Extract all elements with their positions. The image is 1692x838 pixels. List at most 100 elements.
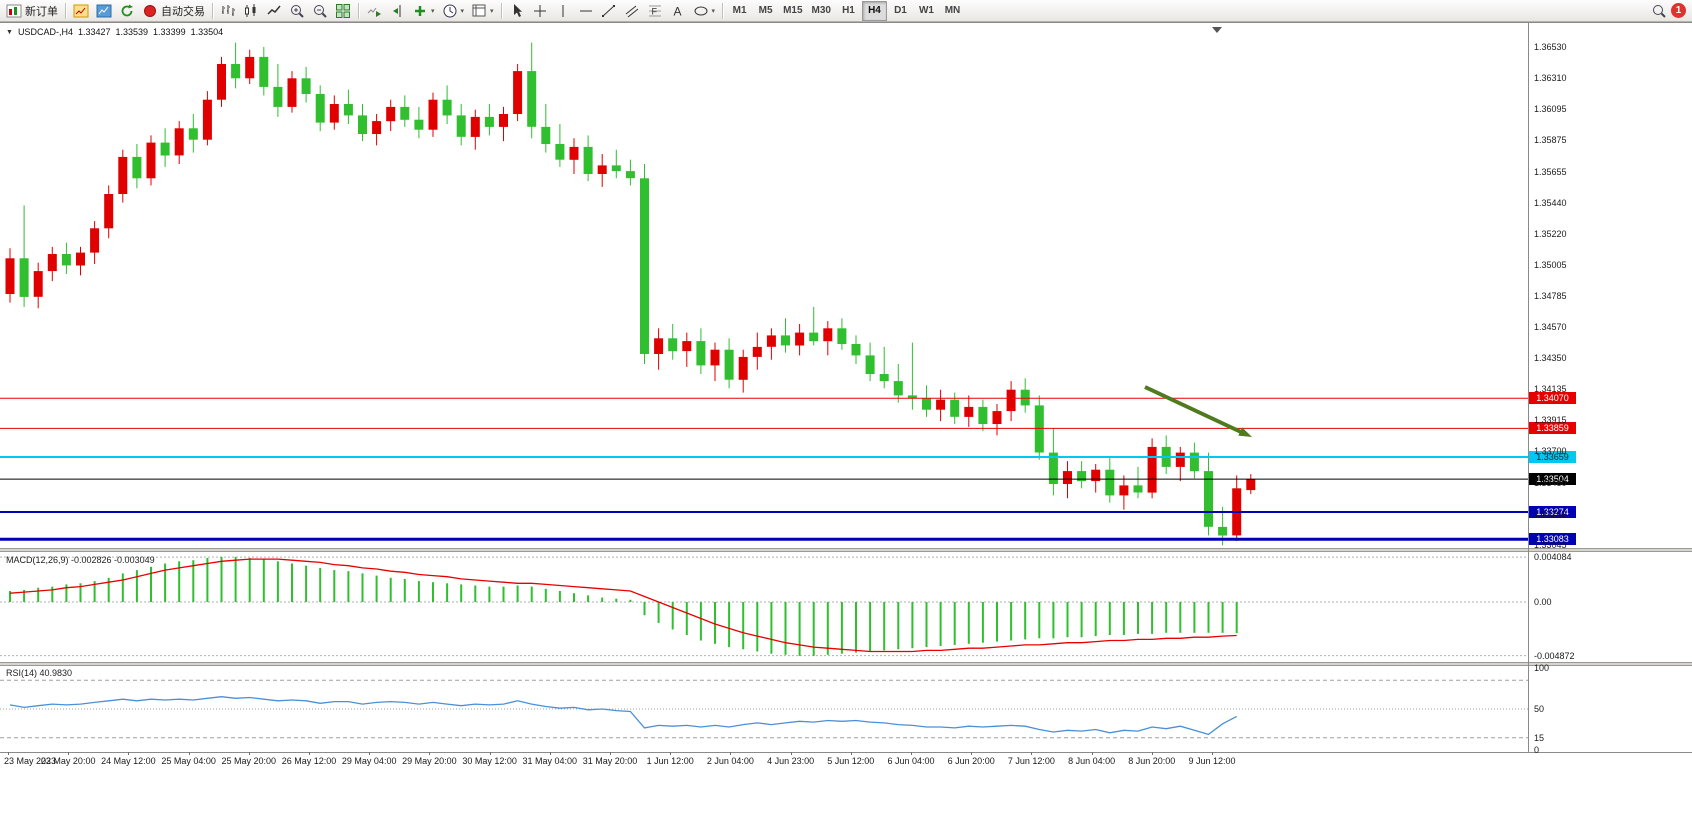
macd-signal-line bbox=[9, 558, 1237, 653]
crosshair-button[interactable] bbox=[529, 1, 551, 21]
candlestick-button[interactable] bbox=[240, 1, 262, 21]
high-value: 1.33539 bbox=[115, 27, 149, 37]
candle-bullish bbox=[1246, 479, 1256, 491]
profiles-icon bbox=[96, 4, 112, 17]
text-button[interactable]: A bbox=[667, 1, 689, 21]
candle-bullish bbox=[202, 99, 212, 140]
candle-bullish bbox=[499, 114, 508, 127]
fibonacci-button[interactable]: F bbox=[644, 1, 666, 21]
candle-bearish bbox=[132, 156, 142, 179]
candle-bearish bbox=[1048, 452, 1058, 484]
toolbar-separator bbox=[722, 2, 724, 19]
refresh-button[interactable] bbox=[116, 1, 138, 21]
search-button[interactable] bbox=[1648, 1, 1670, 21]
toolbar-separator bbox=[358, 2, 359, 19]
timeframe-d1[interactable]: D1 bbox=[888, 1, 913, 21]
candle-bearish bbox=[160, 142, 170, 156]
candle-bearish bbox=[865, 355, 875, 374]
autotrading-button[interactable]: 自动交易 bbox=[139, 1, 208, 21]
auto-scroll-button[interactable] bbox=[363, 1, 385, 21]
shapes-button[interactable]: ▾ bbox=[690, 1, 719, 21]
vertical-line-icon bbox=[562, 4, 564, 17]
timeframe-m15[interactable]: M15 bbox=[779, 1, 806, 21]
panel-separator[interactable] bbox=[0, 548, 1692, 552]
zoom-in-button[interactable] bbox=[286, 1, 308, 21]
collapse-triangle-icon[interactable]: ▼ bbox=[6, 28, 13, 36]
line-chart-button[interactable] bbox=[263, 1, 285, 21]
candle-bullish bbox=[992, 411, 1002, 424]
vertical-line-button[interactable] bbox=[552, 1, 574, 21]
candle-bullish bbox=[90, 228, 100, 253]
templates-button[interactable]: ▾ bbox=[468, 1, 497, 21]
toolbar-separator bbox=[212, 2, 213, 19]
crosshair-icon bbox=[533, 4, 546, 17]
candle-bullish bbox=[470, 116, 480, 137]
timeframe-m5[interactable]: M5 bbox=[753, 1, 778, 21]
bar-chart-button[interactable] bbox=[217, 1, 239, 21]
template-icon bbox=[472, 4, 486, 16]
trendline-icon bbox=[601, 4, 615, 17]
candle-bullish bbox=[1063, 471, 1072, 484]
timeframe-m1[interactable]: M1 bbox=[727, 1, 752, 21]
candle-bearish bbox=[893, 381, 903, 396]
horizontal-line-button[interactable] bbox=[575, 1, 597, 21]
chart-shift-marker[interactable] bbox=[1212, 27, 1222, 33]
toolbar-separator bbox=[65, 2, 66, 19]
timeframe-mn[interactable]: MN bbox=[940, 1, 965, 21]
trend-arrow[interactable] bbox=[1144, 385, 1242, 434]
candle-bearish bbox=[61, 254, 71, 266]
candle-bearish bbox=[484, 116, 494, 127]
tile-windows-button[interactable] bbox=[332, 1, 354, 21]
symbol-period-label: USDCAD-,H4 bbox=[17, 27, 73, 37]
new-order-button[interactable]: 新订单 bbox=[3, 1, 61, 21]
rsi-header: RSI(14) 40.9830 bbox=[6, 668, 73, 678]
fibonacci-icon: F bbox=[648, 5, 661, 16]
candle-bullish bbox=[329, 104, 339, 123]
chart-shift-button[interactable] bbox=[386, 1, 408, 21]
channel-button[interactable] bbox=[621, 1, 643, 21]
candle-bullish bbox=[372, 121, 382, 134]
candle-bearish bbox=[851, 344, 861, 356]
panel-separator[interactable] bbox=[0, 662, 1692, 666]
new-chart-button[interactable] bbox=[70, 1, 92, 21]
trendline-button[interactable] bbox=[598, 1, 620, 21]
candle-bearish bbox=[1020, 389, 1030, 406]
candle-bearish bbox=[414, 119, 424, 130]
candle-bullish bbox=[1175, 452, 1185, 467]
candle-bullish bbox=[174, 128, 184, 156]
candle-bearish bbox=[231, 64, 241, 79]
timeframe-h4[interactable]: H4 bbox=[861, 0, 887, 21]
timeframe-w1[interactable]: W1 bbox=[914, 1, 939, 21]
profiles-button[interactable] bbox=[93, 1, 115, 21]
horizontal-line-icon bbox=[579, 10, 592, 11]
timeframe-m30[interactable]: M30 bbox=[808, 1, 835, 21]
text-icon: A bbox=[673, 4, 681, 18]
indicators-button[interactable]: ▾ bbox=[409, 1, 438, 21]
candle-bullish bbox=[795, 332, 805, 346]
candle-bullish bbox=[766, 335, 776, 347]
candle-bearish bbox=[809, 332, 819, 342]
timeframe-group: M1 M5 M15 M30 H1 H4 D1 W1 MN bbox=[727, 0, 965, 21]
auto-scroll-icon bbox=[367, 7, 381, 17]
chevron-down-icon: ▾ bbox=[431, 7, 435, 15]
candle-bearish bbox=[837, 328, 847, 344]
main-toolbar: 新订单 自动交易 bbox=[0, 0, 1692, 22]
chevron-down-icon: ▾ bbox=[490, 7, 494, 15]
candle-bullish bbox=[118, 156, 128, 194]
candle-bearish bbox=[978, 406, 988, 424]
candle-bearish bbox=[611, 165, 621, 172]
candle-bullish bbox=[1091, 469, 1101, 482]
notification-badge[interactable]: 1 bbox=[1671, 3, 1686, 18]
candle-bullish bbox=[1147, 446, 1157, 493]
candle-bullish bbox=[1119, 485, 1129, 496]
rsi-line bbox=[9, 696, 1238, 736]
periods-button[interactable]: ▾ bbox=[439, 1, 468, 21]
clock-icon bbox=[443, 4, 457, 17]
refresh-icon bbox=[121, 4, 133, 16]
cursor-button[interactable] bbox=[506, 1, 528, 21]
chart-area[interactable] bbox=[0, 22, 1692, 838]
timeframe-h1[interactable]: H1 bbox=[836, 1, 861, 21]
zoom-out-button[interactable] bbox=[309, 1, 331, 21]
candle-bearish bbox=[583, 146, 593, 174]
